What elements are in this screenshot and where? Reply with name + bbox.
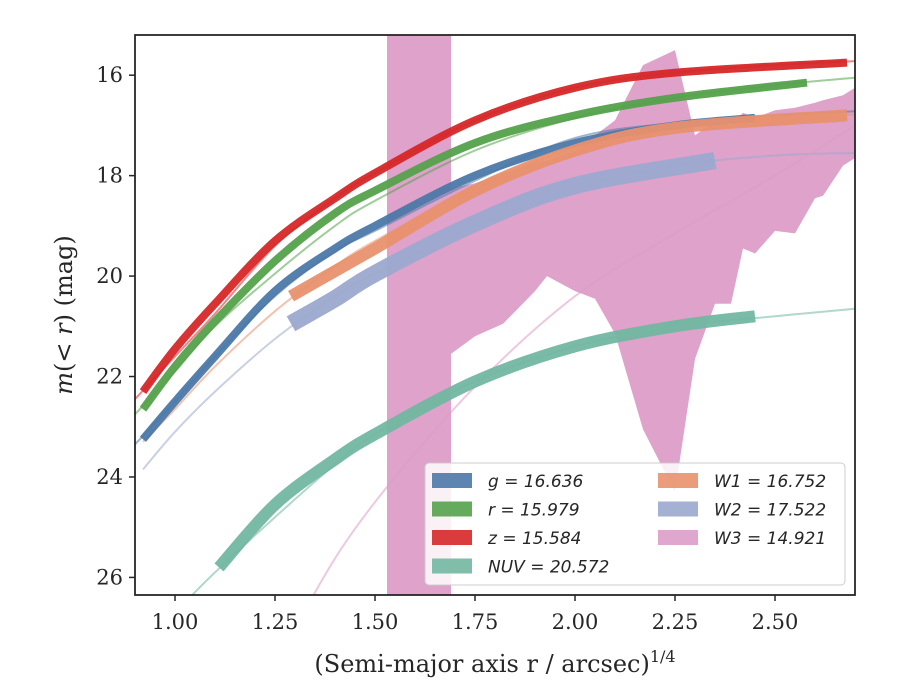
- legend-label-w2: W2 = 17.522: [714, 501, 826, 521]
- profile-nuv: [214, 310, 756, 572]
- y-tick-label: 22: [96, 365, 123, 389]
- x-tick-label: 2.50: [752, 610, 799, 634]
- x-tick-label: 1.50: [352, 610, 399, 634]
- x-tick-label: 1.75: [452, 610, 499, 634]
- legend-label-z: z = 15.584: [487, 529, 581, 549]
- legend-swatch-w3: [658, 530, 698, 545]
- y-tick-label: 26: [96, 565, 123, 589]
- legend-swatch-r: [432, 501, 472, 517]
- legend-frame: [424, 462, 846, 586]
- legend-label-r: r = 15.979: [488, 501, 580, 521]
- y-axis-title-paren: (<: [50, 335, 78, 372]
- legend-swatch-g: [432, 473, 472, 488]
- x-tick-label: 2.25: [652, 610, 699, 634]
- fit-line-w3: [312, 124, 855, 595]
- profile-w1: [288, 109, 848, 302]
- profile-r: [139, 78, 808, 412]
- profile-z: [139, 58, 848, 394]
- y-axis-title-rest: ) (mag): [50, 235, 78, 323]
- legend-label-w1: W1 = 16.752: [714, 472, 826, 492]
- y-axis-title-r: r: [50, 322, 78, 335]
- legend-swatch-z: [432, 530, 472, 545]
- x-tick-label: 1.00: [152, 610, 199, 634]
- legend: g = 16.636 r = 15.979 z = 15.584 NUV = 20.5…: [424, 462, 846, 586]
- x-tick-label: 1.25: [252, 610, 299, 634]
- plot-area: [135, 35, 855, 595]
- legend-swatch-w1: [658, 473, 698, 488]
- x-axis-title: (Semi-major axis r / arcsec)1/4: [314, 647, 675, 678]
- axes: 1.00 1.25 1.50 1.75 2.00 2.25 2.50 16 18 20 22 24 26: [96, 63, 798, 634]
- y-tick-label: 18: [96, 164, 123, 188]
- y-axis-title: m(< r) (mag): [50, 235, 78, 395]
- x-axis-title-text: (Semi-major axis r / arcsec): [314, 650, 649, 678]
- x-tick-label: 2.00: [552, 610, 599, 634]
- legend-label-nuv: NUV = 20.572: [488, 558, 609, 578]
- legend-swatch-nuv: [432, 558, 472, 574]
- y-tick-label: 24: [96, 465, 123, 489]
- y-tick-label: 20: [96, 264, 123, 288]
- x-axis-title-exponent: 1/4: [650, 647, 676, 666]
- y-axis-title-m: m: [50, 372, 78, 395]
- legend-label-g: g = 16.636: [488, 472, 584, 492]
- legend-swatch-w2: [658, 501, 698, 517]
- profile-w2: [286, 152, 717, 332]
- legend-label-w3: W3 = 14.921: [714, 529, 826, 549]
- y-tick-label: 16: [96, 63, 123, 87]
- plot-frame: [134, 34, 856, 596]
